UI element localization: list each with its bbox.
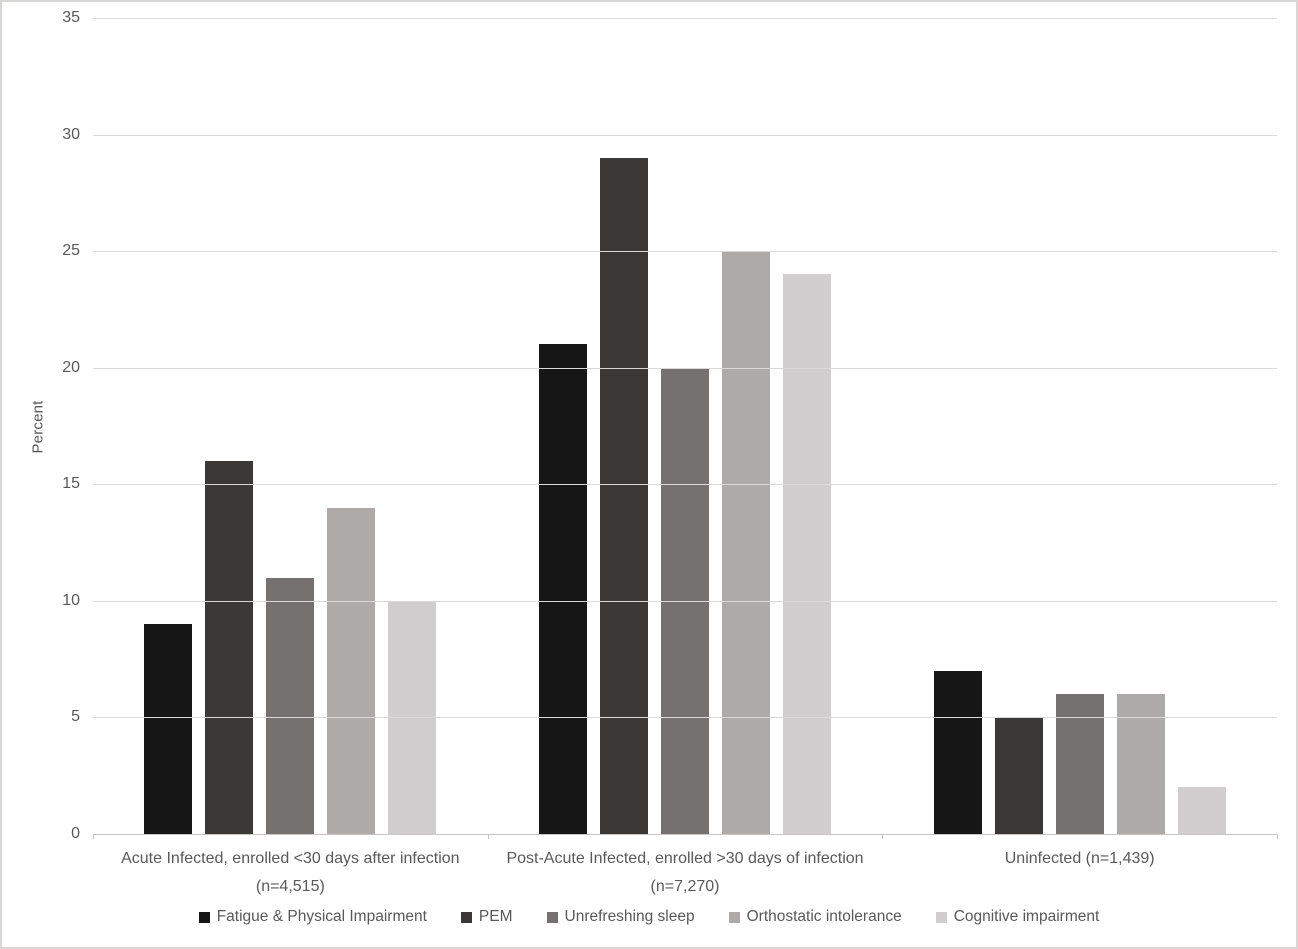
gridline	[93, 484, 1277, 486]
legend-label: Orthostatic intolerance	[746, 908, 902, 925]
bar-cognitive-impairment	[1177, 787, 1226, 834]
bar-pem	[994, 717, 1043, 834]
y-axis-tick-label: 15	[62, 475, 80, 493]
y-axis-tick-label: 5	[71, 708, 80, 726]
plot-area	[93, 18, 1278, 839]
bar-group-acute-infected-enrolled-	[93, 18, 488, 834]
legend-item-unrefreshing-sleep: Unrefreshing sleep	[546, 908, 695, 926]
bar-groups	[93, 18, 1277, 834]
legend-swatch	[935, 911, 947, 923]
x-axis-tick	[1277, 834, 1278, 839]
bar-cognitive-impairment	[783, 274, 831, 834]
y-axis-tick-label: 35	[62, 9, 80, 26]
legend-label: Fatigue & Physical Impairment	[216, 908, 427, 925]
gridline	[93, 367, 1277, 369]
bar-fatigue-physical-impairment	[933, 670, 982, 834]
bar-pem	[600, 157, 648, 834]
legend: Fatigue & Physical Impairment PEM Unrefres…	[2, 908, 1296, 926]
legend-swatch	[728, 911, 740, 923]
legend-swatch	[546, 911, 558, 923]
bar-orthostatic-intolerance	[1116, 694, 1165, 834]
legend-item-fatigue-physical-impairment: Fatigue & Physical Impairment	[198, 908, 427, 926]
bar-orthostatic-intolerance	[327, 507, 376, 834]
y-axis-tick-label: 30	[62, 125, 80, 143]
y-axis-tick-label: 0	[71, 825, 80, 842]
x-axis-tick	[487, 834, 489, 839]
legend-item-cognitive-impairment: Cognitive impairment	[935, 908, 1100, 926]
x-axis-category-labels: Acute Infected, enrolled <30 days after …	[93, 845, 1277, 901]
bar-fatigue-physical-impairment	[144, 624, 193, 834]
y-axis-tick-label: 25	[62, 242, 80, 260]
gridline	[93, 251, 1277, 253]
x-axis-tick	[882, 834, 884, 839]
bar-group-post-acute-infected-enro	[488, 18, 883, 834]
bar-pem	[205, 460, 254, 834]
x-axis-category-label: Uninfected (n=1,439)	[1004, 850, 1155, 867]
y-axis-tick-label: 10	[62, 591, 80, 609]
legend-label: PEM	[478, 908, 513, 925]
bar-orthostatic-intolerance	[722, 251, 770, 834]
bar-unrefreshing-sleep	[266, 577, 315, 834]
legend-label: Unrefreshing sleep	[564, 908, 695, 925]
legend-item-pem: PEM	[460, 908, 513, 926]
gridline	[93, 600, 1277, 602]
gridline	[93, 18, 1277, 19]
gridline	[93, 717, 1277, 719]
y-axis-tick-label: 20	[62, 358, 80, 376]
legend-swatch	[198, 911, 210, 923]
bar-group-uninfected-n-1-439	[882, 18, 1277, 834]
legend-swatch	[460, 911, 472, 923]
bar-fatigue-physical-impairment	[539, 344, 587, 834]
gridline	[93, 134, 1277, 136]
y-axis: 0 5 10 15 20 25 30 35	[2, 9, 80, 842]
legend-item-orthostatic-intolerance: Orthostatic intolerance	[728, 908, 902, 926]
x-axis-tick	[93, 834, 94, 839]
bar-unrefreshing-sleep	[1055, 694, 1104, 834]
x-axis-category-label: Acute Infected, enrolled <30 days after …	[121, 850, 460, 895]
x-axis-category-label: Post-Acute Infected, enrolled >30 days o…	[506, 850, 864, 895]
legend-label: Cognitive impairment	[953, 908, 1100, 925]
